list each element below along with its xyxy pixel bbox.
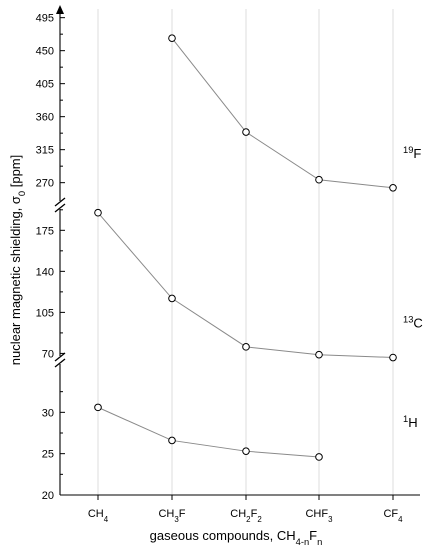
y-tick-label-19F-495: 495 (36, 13, 54, 25)
grid-layer (97, 9, 394, 495)
data-point-13C-CHF3 (315, 350, 323, 359)
y-tick-label-19F-360: 360 (36, 112, 54, 124)
y-tick-label-13C-175: 175 (36, 225, 54, 237)
y-tick-label-19F-405: 405 (36, 79, 54, 91)
data-point-1H-CH4 (94, 403, 102, 412)
axis-break-mark-0-b (54, 358, 66, 368)
segment-label-13C: 13C (403, 315, 423, 331)
data-point-19F-CH3F (168, 34, 176, 43)
y-tick-label-19F-315: 315 (36, 145, 54, 157)
axis-layer (54, 5, 420, 500)
segment-label-19F: 19F (403, 145, 421, 161)
series-layer (94, 34, 397, 461)
series-line-19F (171, 37, 394, 189)
x-tick-label-CH4: CH4 (88, 508, 109, 524)
y-tick-label-13C-105: 105 (36, 307, 54, 319)
y-tick-label-1H-25: 25 (42, 449, 54, 461)
y-axis-arrow (56, 5, 64, 14)
x-tick-label-CF4: CF4 (383, 508, 403, 524)
data-point-1H-CH2F2 (242, 447, 250, 455)
data-point-13C-CH3F (168, 294, 176, 303)
y-axis-title: nuclear magnetic shielding, σ0 [ppm] (8, 155, 27, 366)
x-tick-label-CHF3: CHF3 (305, 508, 333, 524)
segment-label-1H: 1H (403, 414, 418, 430)
data-point-1H-CH3F (168, 436, 176, 445)
y-tick-label-13C-140: 140 (36, 266, 54, 278)
axis-break-mark-1-b (54, 203, 66, 213)
x-axis-title: gaseous compounds, CH4-nFn (150, 528, 323, 547)
y-tick-label-19F-270: 270 (36, 178, 54, 190)
y-tick-label-19F-450: 450 (36, 46, 54, 58)
x-tick-label-CH3F: CH3F (158, 508, 185, 524)
data-point-13C-CH2F2 (242, 343, 250, 351)
data-point-13C-CH4 (94, 208, 102, 217)
axis-break-mark-0-a (54, 352, 66, 362)
label-layer: CH4 CH3F CH2F2 CHF3 CF4 20 25 30 1H 70 105 140 175 13… (8, 13, 423, 547)
y-tick-label-1H-30: 30 (42, 407, 54, 419)
data-point-19F-CHF3 (315, 175, 323, 184)
y-tick-label-13C-70: 70 (42, 348, 54, 360)
data-point-19F-CF4 (389, 184, 397, 192)
y-tick-label-1H-20: 20 (42, 490, 54, 502)
series-line-1H (97, 406, 320, 458)
data-point-13C-CF4 (389, 353, 397, 362)
x-tick-label-CH2F2: CH2F2 (230, 508, 261, 524)
axis-break-mark-1-a (54, 197, 66, 207)
data-point-19F-CH2F2 (242, 128, 250, 136)
data-point-1H-CHF3 (315, 453, 323, 461)
